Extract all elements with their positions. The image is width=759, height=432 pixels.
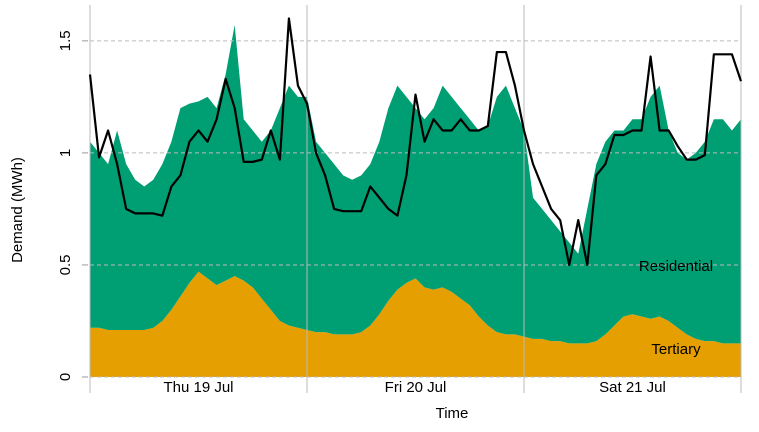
- x-axis-label: Time: [436, 405, 469, 422]
- area-1: [90, 25, 741, 344]
- series-label: Residential: [639, 258, 713, 275]
- x-tick-label: Sat 21 Jul: [599, 379, 666, 396]
- y-axis-label: Demand (MWh): [9, 157, 26, 263]
- y-tick-label: 0: [57, 373, 74, 381]
- x-tick-label: Thu 19 Jul: [163, 379, 233, 396]
- y-tick-label: 1: [57, 149, 74, 157]
- demand-line: [88, 17, 743, 267]
- y-tick-label: 0.5: [57, 255, 74, 276]
- x-tick-label: Fri 20 Jul: [385, 379, 447, 396]
- y-tick-label: 1.5: [57, 30, 74, 51]
- area-0: [90, 271, 741, 377]
- series-label: Tertiary: [651, 341, 701, 358]
